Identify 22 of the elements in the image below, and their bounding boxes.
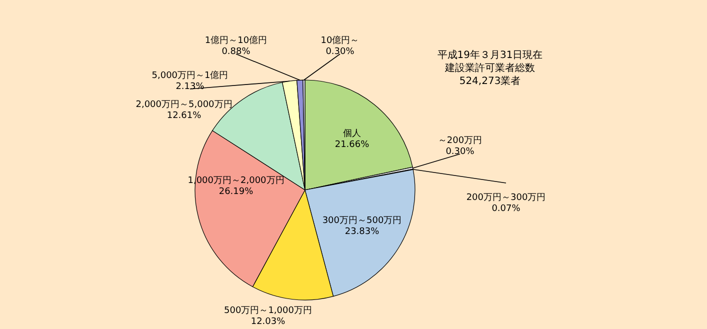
slice-label: 5,000万円～1億円 xyxy=(152,70,228,81)
slice-label: 300万円～500万円 xyxy=(322,216,402,226)
slice-label: 個人 xyxy=(343,128,361,139)
data-label: 23.83% xyxy=(344,227,380,237)
slice-label: 10億円～ xyxy=(320,35,360,46)
text: 平成19年３月31日現在 xyxy=(437,49,543,61)
text: 524,273業者 xyxy=(459,75,521,87)
slice-label: 2,000万円～5,000万円 xyxy=(136,100,232,110)
data-label: 21.66% xyxy=(334,140,370,150)
data-label: 0.07% xyxy=(492,204,521,214)
data-label: 0.30% xyxy=(446,147,475,157)
text: 建設業許可業者総数 xyxy=(444,62,535,74)
slice-label: 200万円～300万円 xyxy=(466,193,546,203)
data-label: 2.13% xyxy=(176,82,205,92)
slice-label: 500万円～1,000万円 xyxy=(224,306,312,316)
data-label: 26.19% xyxy=(218,187,254,197)
data-label: 0.88% xyxy=(222,47,251,57)
data-label: 12.03% xyxy=(250,317,286,327)
slice-label: 1億円～10億円 xyxy=(204,35,268,46)
data-label: 12.61% xyxy=(166,111,202,121)
slice-label: ～200万円 xyxy=(438,136,482,146)
data-label: 0.30% xyxy=(326,47,355,57)
